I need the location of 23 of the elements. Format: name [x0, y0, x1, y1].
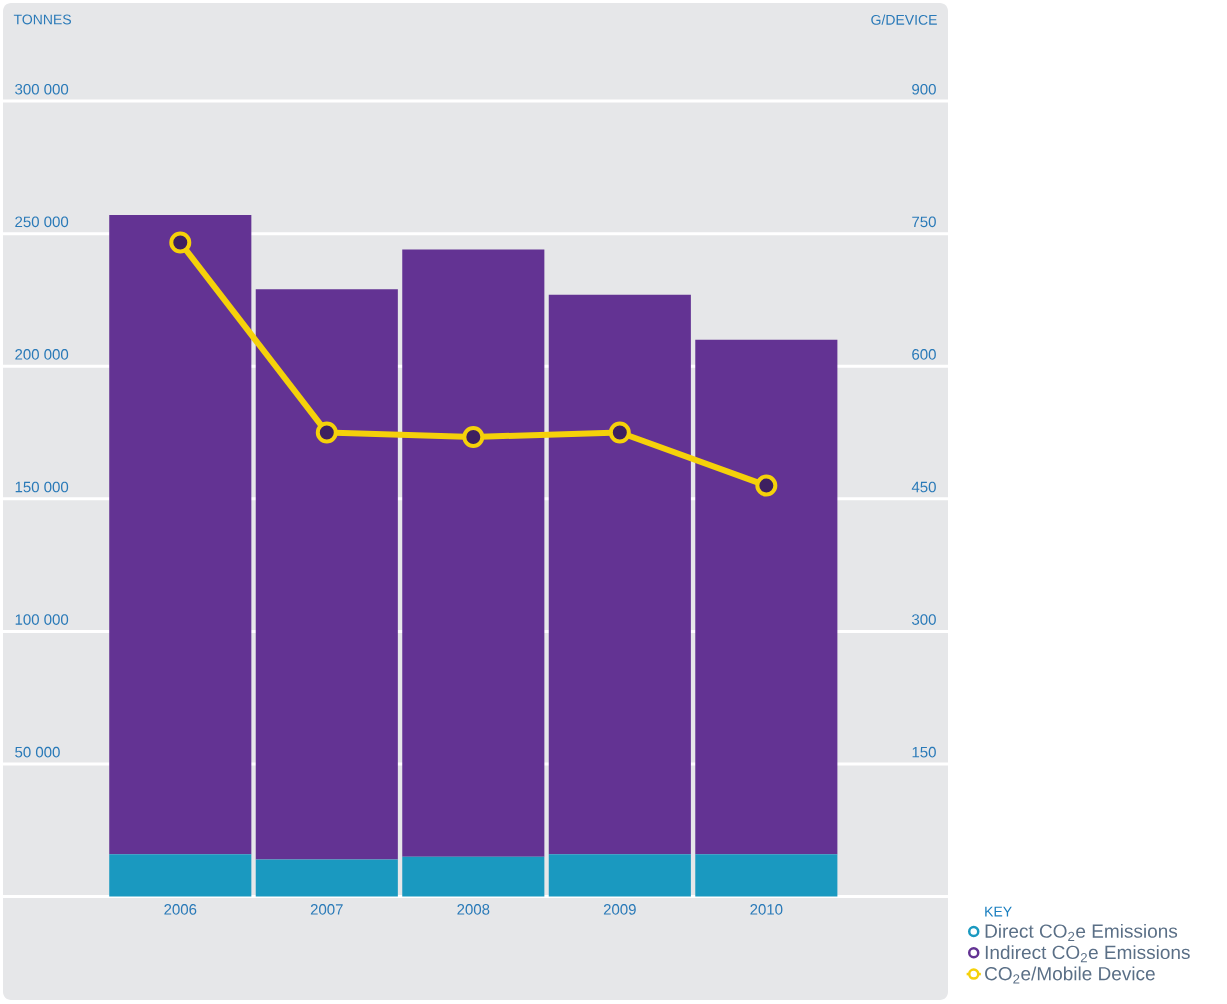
x-tick-label: 2008 — [457, 904, 490, 915]
legend-label: Indirect CO$_{2}$e Emissions — [985, 945, 1190, 963]
legend-label: CO$_{2}$e/Mobile Device — [985, 966, 1155, 984]
y2-tick-label: 450 — [911, 481, 936, 493]
y2-axis-title: G/DEVICE — [871, 14, 937, 25]
y-tick-label: 250 000 — [15, 216, 69, 228]
x-tick-label: 2010 — [750, 904, 783, 915]
y-tick-label: 200 000 — [15, 349, 69, 360]
y2-tick-label: 750 — [912, 216, 936, 228]
x-tick-label: 2006 — [164, 904, 197, 915]
y2-tick-label: 300 — [912, 614, 936, 625]
legend-label: Direct CO$_{2}$e Emissions — [985, 923, 1178, 941]
x-tick-label: 2007 — [310, 904, 343, 915]
legend-title: KEY — [985, 906, 1012, 917]
y2-tick-label: 900 — [912, 83, 936, 95]
y-tick-label: 100 000 — [15, 614, 69, 625]
y-tick-label: 150 000 — [15, 481, 69, 493]
y2-tick-label: 150 — [912, 746, 936, 758]
y-axis-title: TONNES — [13, 14, 71, 25]
y-tick-label: 300 000 — [15, 83, 69, 95]
y-tick-label: 50 000 — [15, 746, 60, 758]
y2-tick-label: 600 — [912, 349, 936, 360]
x-tick-label: 2009 — [603, 904, 636, 915]
